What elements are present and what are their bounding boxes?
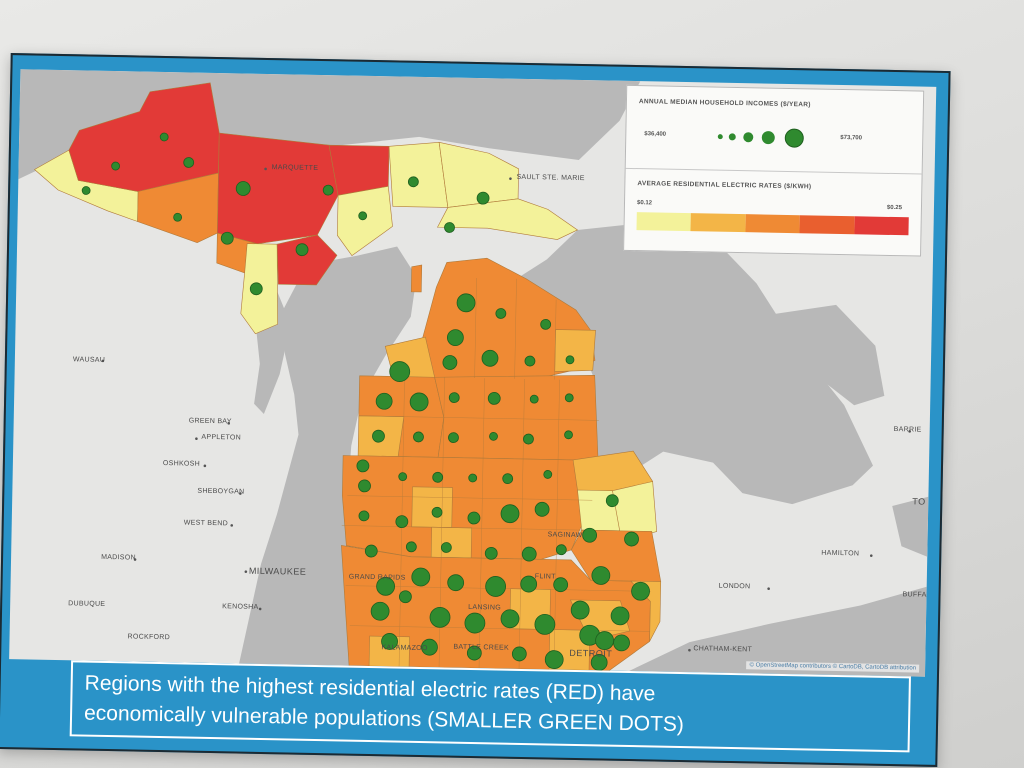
map-canvas bbox=[18, 69, 929, 677]
lake-ontario bbox=[892, 496, 929, 557]
city-label-lansing: LANSING bbox=[468, 603, 502, 612]
income-legend-min: $36,400 bbox=[644, 131, 667, 138]
city-label-flint: FLINT bbox=[534, 573, 556, 581]
city-label-dubuque: DUBUQUE bbox=[68, 600, 106, 608]
rate-scale-swatch-1 bbox=[636, 212, 692, 232]
income-dots bbox=[81, 132, 650, 671]
rate-color-scale bbox=[636, 212, 909, 236]
city-label-sault-ste-marie: SAULT STE. MARIE bbox=[516, 173, 585, 183]
income-legend-title: ANNUAL MEDIAN HOUSEHOLD INCOMES ($/YEAR) bbox=[638, 98, 811, 109]
presentation-slide: MARQUETTE SAULT STE. MARIE WAUSAU GREEN … bbox=[0, 53, 951, 767]
rate-scale-swatch-2 bbox=[690, 213, 746, 233]
income-scale-dots bbox=[717, 128, 804, 148]
city-label-madison: MADISON bbox=[101, 553, 136, 562]
city-label-barrie: BARRIE bbox=[893, 426, 922, 434]
city-label-kalamazoo: KALAMAZOO bbox=[381, 644, 428, 653]
city-label-west-bend: WEST BEND bbox=[183, 519, 229, 528]
michigan-map: MARQUETTE SAULT STE. MARIE WAUSAU GREEN … bbox=[9, 69, 937, 677]
rate-legend-title: AVERAGE RESIDENTIAL ELECTRIC RATES ($/KW… bbox=[637, 180, 812, 191]
city-label-appleton: APPLETON bbox=[201, 433, 242, 442]
lake-michigan bbox=[239, 246, 417, 667]
city-label-chatham-kent: CHATHAM-KENT bbox=[693, 645, 753, 654]
city-label-green-bay: GREEN BAY bbox=[188, 417, 232, 426]
city-label-detroit: DETROIT bbox=[569, 647, 613, 659]
income-legend-max: $73,700 bbox=[840, 134, 863, 142]
city-label-wausau: WAUSAU bbox=[72, 356, 106, 364]
lake-huron bbox=[516, 221, 874, 521]
georgian-bay bbox=[775, 304, 885, 406]
rate-legend-min: $0.12 bbox=[636, 200, 653, 207]
city-label-battle-creek: BATTLE CREEK bbox=[453, 643, 510, 652]
slide-caption: Regions with the highest residential ele… bbox=[69, 660, 911, 753]
lake-erie bbox=[629, 586, 927, 677]
legend-divider bbox=[625, 167, 922, 175]
city-label-sheboygan: SHEBOYGAN bbox=[197, 487, 245, 496]
upper-peninsula-counties bbox=[34, 82, 579, 335]
income-scale-dot-1 bbox=[717, 134, 723, 140]
city-label-oshkosh: OSHKOSH bbox=[162, 460, 201, 468]
income-scale-dot-2 bbox=[728, 133, 736, 141]
city-label-buffalo: BUFFA bbox=[902, 591, 927, 599]
map-legend: ANNUAL MEDIAN HOUSEHOLD INCOMES ($/YEAR)… bbox=[623, 84, 925, 257]
city-label-hamilton: HAMILTON bbox=[821, 549, 860, 558]
rate-scale-swatch-4 bbox=[799, 215, 855, 235]
rate-scale-swatch-5 bbox=[854, 216, 909, 236]
city-markers bbox=[101, 167, 911, 652]
city-label-milwaukee: MILWAUKEE bbox=[248, 565, 307, 577]
income-scale-dot-3 bbox=[743, 132, 754, 143]
income-scale-dot-5 bbox=[784, 128, 804, 148]
city-label-rockford: ROCKFORD bbox=[127, 633, 171, 642]
rate-legend-max: $0.25 bbox=[886, 204, 903, 212]
city-label-marquette: MARQUETTE bbox=[271, 164, 319, 172]
city-label-kenosha: KENOSHA bbox=[222, 603, 259, 611]
city-label-grand-rapids: GRAND RAPIDS bbox=[348, 573, 406, 582]
city-label-london: LONDON bbox=[718, 582, 751, 591]
city-label-toronto: TO bbox=[912, 496, 926, 507]
city-label-saginaw: SAGINAW bbox=[547, 531, 583, 540]
income-scale-dot-4 bbox=[761, 131, 775, 145]
rate-scale-swatch-3 bbox=[745, 214, 801, 234]
